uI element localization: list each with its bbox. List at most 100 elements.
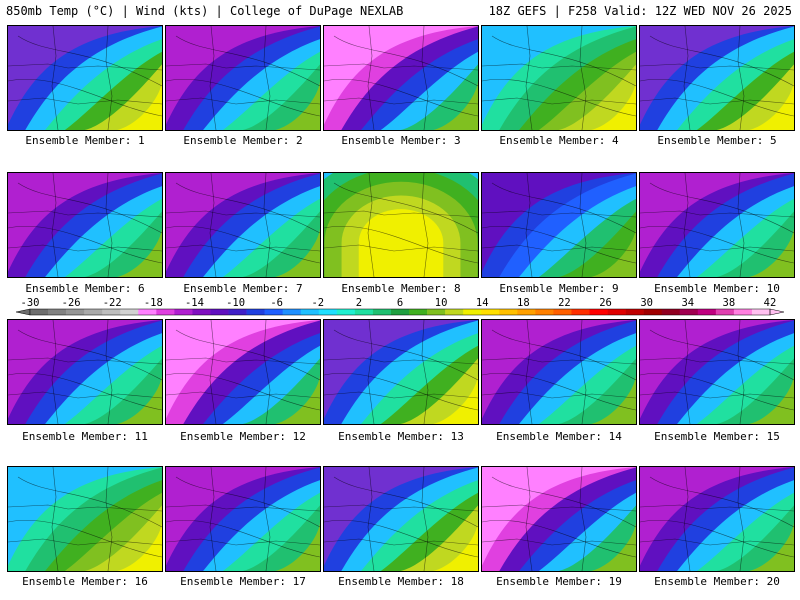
colorbar-segment	[336, 309, 356, 315]
temperature-map-cold-icon	[8, 173, 162, 277]
ensemble-member-map	[323, 319, 479, 425]
colorbar-tick-label: 42	[764, 297, 777, 309]
temperature-map-cold-low-north-icon	[324, 26, 478, 130]
colorbar-segment	[192, 309, 211, 315]
colorbar-segment	[679, 309, 699, 315]
temperature-map-mild-icon	[8, 467, 162, 571]
colorbar-tick-label: -2	[311, 297, 324, 309]
ensemble-member-map	[481, 466, 637, 572]
colorbar-segment	[517, 309, 536, 315]
colorbar-segment	[390, 309, 410, 315]
ensemble-member-map	[7, 466, 163, 572]
colorbar-tick-label: -10	[226, 297, 245, 309]
colorbar-segment	[84, 309, 103, 315]
temperature-map-cold-icon	[8, 320, 162, 424]
colorbar-tick-label: 18	[517, 297, 530, 309]
temperature-map-cold-icon	[166, 173, 320, 277]
ensemble-member-label: Ensemble Member: 11	[22, 430, 148, 443]
colorbar-segment	[120, 309, 139, 315]
colorbar-segment	[48, 309, 67, 315]
colorbar-segment	[156, 309, 175, 315]
colorbar-segment	[282, 309, 302, 315]
colorbar-segment	[427, 309, 446, 315]
ensemble-member-label: Ensemble Member: 18	[338, 575, 464, 588]
colorbar-segment	[138, 309, 157, 315]
temperature-map-warm-southeast-icon	[324, 467, 478, 571]
colorbar-segment	[535, 309, 554, 315]
colorbar-segment	[300, 309, 320, 315]
ensemble-member-label: Ensemble Member: 12	[180, 430, 306, 443]
ensemble-member-map	[7, 25, 163, 131]
ensemble-member-label: Ensemble Member: 8	[341, 282, 461, 295]
temperature-map-cold-west-icon	[482, 173, 636, 277]
temperature-map-cold-icon	[166, 26, 320, 130]
temperature-map-cold-icon	[482, 320, 636, 424]
ensemble-member-label: Ensemble Member: 17	[180, 575, 306, 588]
ensemble-member-label: Ensemble Member: 14	[496, 430, 622, 443]
colorbar-segment	[751, 309, 771, 315]
ensemble-member-label: Ensemble Member: 2	[183, 134, 303, 147]
colorbar-tick-label: 10	[435, 297, 448, 309]
colorbar-tick-label: -6	[270, 297, 283, 309]
temperature-map-warm-southeast-icon	[8, 26, 162, 130]
ensemble-member-map	[323, 172, 479, 278]
ensemble-member-map	[7, 172, 163, 278]
model-run-info: 18Z GEFS | F258 Valid: 12Z WED NOV 26 20…	[488, 4, 792, 18]
map-title: 850mb Temp (°C) | Wind (kts) | College o…	[6, 4, 404, 18]
ensemble-member-map	[639, 25, 795, 131]
temperature-map-cold-icon	[640, 467, 794, 571]
colorbar-segment	[643, 309, 663, 315]
colorbar-segment	[264, 309, 283, 315]
colorbar-segment	[463, 309, 482, 315]
temperature-map-cold-icon	[640, 173, 794, 277]
ensemble-member-label: Ensemble Member: 3	[341, 134, 461, 147]
colorbar-segment	[210, 309, 229, 315]
colorbar-min-arrow	[15, 308, 31, 316]
colorbar-segment	[174, 309, 193, 315]
colorbar-segment	[354, 309, 374, 315]
colorbar-tick-label: -22	[103, 297, 122, 309]
colorbar-segment	[409, 309, 428, 315]
ensemble-member-label: Ensemble Member: 9	[499, 282, 619, 295]
ensemble-member-label: Ensemble Member: 4	[499, 134, 619, 147]
colorbar-tick-label: -14	[185, 297, 204, 309]
colorbar-max-arrow	[769, 308, 785, 316]
colorbar-tick-label: 30	[640, 297, 653, 309]
colorbar-tick-label: -18	[144, 297, 163, 309]
colorbar-tick-label: 26	[599, 297, 612, 309]
ensemble-member-map	[481, 319, 637, 425]
ensemble-member-map	[323, 25, 479, 131]
colorbar-segment	[733, 309, 753, 315]
colorbar-segment	[553, 309, 572, 315]
ensemble-member-map	[481, 172, 637, 278]
colorbar-tick-label: -30	[21, 297, 40, 309]
colorbar-segment	[499, 309, 518, 315]
colorbar-segment	[445, 309, 464, 315]
colorbar-segment	[481, 309, 500, 315]
colorbar-segment	[228, 309, 247, 315]
colorbar-segment	[66, 309, 85, 315]
ensemble-member-map	[165, 319, 321, 425]
ensemble-member-label: Ensemble Member: 20	[654, 575, 780, 588]
colorbar-segment	[102, 309, 121, 315]
ensemble-member-label: Ensemble Member: 15	[654, 430, 780, 443]
colorbar-segment	[715, 309, 735, 315]
colorbar-tick-label: 14	[476, 297, 489, 309]
colorbar-segment	[697, 309, 717, 315]
ensemble-member-map	[323, 466, 479, 572]
temperature-map-warm-southeast-icon	[324, 320, 478, 424]
colorbar-segment	[372, 309, 392, 315]
colorbar-segment	[607, 309, 626, 315]
ensemble-member-map	[7, 319, 163, 425]
colorbar-segment	[625, 309, 644, 315]
colorbar-segment	[661, 309, 681, 315]
colorbar-tick-label: 22	[558, 297, 571, 309]
colorbar-segment	[318, 309, 338, 315]
ensemble-member-map	[165, 466, 321, 572]
ensemble-member-label: Ensemble Member: 6	[25, 282, 145, 295]
temperature-map-cold-low-north-icon	[482, 467, 636, 571]
ensemble-member-label: Ensemble Member: 16	[22, 575, 148, 588]
ensemble-member-map	[481, 25, 637, 131]
temperature-map-cold-icon	[640, 320, 794, 424]
temperature-map-warm-center-icon	[324, 173, 478, 277]
